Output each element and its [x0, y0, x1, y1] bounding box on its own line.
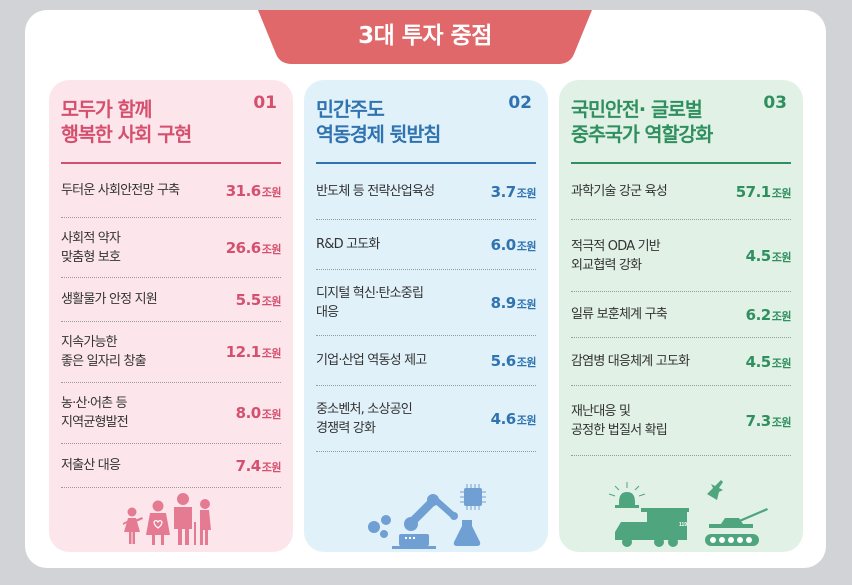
panel-divider — [316, 162, 536, 164]
panel-safety-global: 03 국민안전· 글로벌 중추국가 역할강화 과학기술 강군 육성 57.1조원… — [559, 80, 803, 552]
item-value: 4.6조원 — [490, 409, 537, 428]
svg-text:119: 119 — [679, 522, 687, 528]
list-item: 재난대응 및 공정한 법질서 확립 7.3조원 — [571, 386, 792, 456]
header-banner: 3대 투자 중점 — [258, 10, 592, 64]
item-value: 8.9조원 — [490, 293, 537, 312]
panel-divider — [61, 162, 281, 164]
item-label: 적극적 ODA 기반 외교협력 강화 — [571, 238, 661, 273]
panel-social: 01 모두가 함께 행복한 사회 구현 두터운 사회안전망 구축 31.6조원 … — [49, 80, 293, 552]
item-value: 5.5조원 — [235, 290, 282, 309]
list-item: 사회적 약자 맞춤형 보호 26.6조원 — [61, 218, 282, 278]
item-label: 지속가능한 좋은 일자리 창출 — [61, 335, 147, 369]
item-label: 일류 보훈체계 구축 — [571, 307, 668, 322]
item-label: 저출산 대응 — [61, 458, 121, 473]
item-label: 생활물가 안정 지원 — [61, 292, 158, 307]
panel-title: 국민안전· 글로벌 중추국가 역할강화 — [571, 98, 713, 146]
item-label: 감염병 대응체계 고도화 — [571, 354, 690, 369]
panel-number: 03 — [763, 93, 787, 113]
item-label: 반도체 등 전략산업육성 — [316, 184, 435, 199]
item-list: 반도체 등 전략산업육성 3.7조원 R&D 고도화 6.0조원 디지털 혁신·… — [316, 164, 537, 452]
item-value: 6.2조원 — [745, 305, 792, 324]
item-value: 4.5조원 — [745, 246, 792, 265]
item-value: 12.1조원 — [225, 343, 282, 361]
panel-title: 모두가 함께 행복한 사회 구현 — [61, 98, 192, 146]
item-label: 사회적 약자 맞춤형 보호 — [61, 230, 121, 265]
fire-truck-tank-icon: 119 — [608, 480, 768, 547]
list-item: 생활물가 안정 지원 5.5조원 — [61, 278, 282, 322]
list-item: 과학기술 강군 육성 57.1조원 — [571, 164, 792, 220]
banner-title: 3대 투자 중점 — [358, 23, 492, 49]
panel-title: 민간주도 역동경제 뒷받침 — [316, 98, 441, 146]
item-label: 중소벤처, 소상공인 경쟁력 강화 — [316, 401, 413, 436]
item-value: 5.6조원 — [490, 351, 537, 370]
list-item: R&D 고도화 6.0조원 — [316, 220, 537, 270]
item-label: 디지털 혁신·탄소중립 대응 — [316, 285, 424, 320]
family-icon — [123, 493, 211, 545]
list-item: 기업·산업 역동성 제고 5.6조원 — [316, 336, 537, 386]
banner-shape — [258, 10, 592, 64]
item-value: 6.0조원 — [490, 235, 537, 254]
list-item: 일류 보훈체계 구축 6.2조원 — [571, 292, 792, 338]
robot-arm-icon — [368, 484, 486, 549]
item-label: 기업·산업 역동성 제고 — [316, 353, 427, 368]
list-item: 감염병 대응체계 고도화 4.5조원 — [571, 338, 792, 386]
item-label: 과학기술 강군 육성 — [571, 184, 668, 199]
item-value: 31.6조원 — [225, 181, 282, 200]
item-label: 두터운 사회안전망 구축 — [61, 183, 180, 198]
panel-number: 02 — [508, 93, 532, 113]
panel-number: 01 — [253, 93, 277, 113]
item-value: 7.4조원 — [235, 456, 282, 475]
item-value: 57.1조원 — [735, 182, 792, 201]
item-label: R&D 고도화 — [316, 237, 380, 252]
list-item: 디지털 혁신·탄소중립 대응 8.9조원 — [316, 270, 537, 336]
item-value: 8.0조원 — [235, 404, 282, 422]
item-value: 4.5조원 — [745, 352, 792, 371]
item-list: 과학기술 강군 육성 57.1조원 적극적 ODA 기반 외교협력 강화 4.5… — [571, 164, 792, 456]
list-item: 적극적 ODA 기반 외교협력 강화 4.5조원 — [571, 220, 792, 292]
panel-divider — [571, 162, 791, 164]
item-value: 7.3조원 — [745, 411, 792, 430]
item-value: 3.7조원 — [490, 182, 537, 201]
list-item: 반도체 등 전략산업육성 3.7조원 — [316, 164, 537, 220]
list-item: 저출산 대응 7.4조원 — [61, 444, 282, 488]
item-label: 재난대응 및 공정한 법질서 확립 — [571, 403, 668, 438]
item-label: 농·산·어촌 등 지역균형발전 — [61, 396, 129, 430]
list-item: 두터운 사회안전망 구축 31.6조원 — [61, 164, 282, 218]
list-item: 지속가능한 좋은 일자리 창출 12.1조원 — [61, 322, 282, 383]
list-item: 농·산·어촌 등 지역균형발전 8.0조원 — [61, 383, 282, 444]
panel-economy: 02 민간주도 역동경제 뒷받침 반도체 등 전략산업육성 3.7조원 R&D … — [304, 80, 548, 552]
item-value: 26.6조원 — [225, 238, 282, 257]
list-item: 중소벤처, 소상공인 경쟁력 강화 4.6조원 — [316, 386, 537, 452]
item-list: 두터운 사회안전망 구축 31.6조원 사회적 약자 맞춤형 보호 26.6조원… — [61, 164, 282, 488]
